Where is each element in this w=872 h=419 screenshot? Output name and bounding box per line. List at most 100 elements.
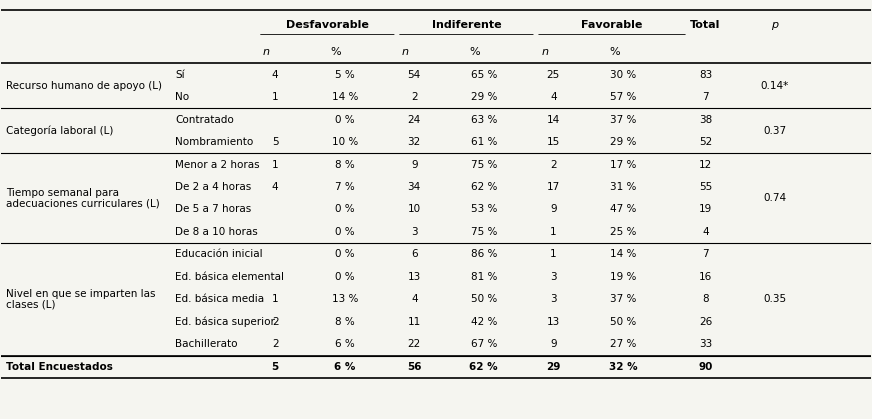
Text: 1: 1: [272, 295, 278, 305]
Text: Tiempo semanal para: Tiempo semanal para: [6, 188, 119, 198]
Text: 25 %: 25 %: [610, 227, 636, 237]
Text: %: %: [609, 47, 619, 57]
Text: 2: 2: [411, 92, 418, 102]
Text: 53 %: 53 %: [471, 204, 497, 215]
Text: 1: 1: [550, 249, 556, 259]
Text: 55: 55: [698, 182, 712, 192]
Text: 3: 3: [550, 272, 556, 282]
Text: Recurso humano de apoyo (L): Recurso humano de apoyo (L): [6, 81, 161, 91]
Text: clases (L): clases (L): [6, 300, 55, 310]
Text: 0 %: 0 %: [335, 272, 355, 282]
Text: 13: 13: [407, 272, 421, 282]
Text: 14 %: 14 %: [331, 92, 358, 102]
Text: Nombramiento: Nombramiento: [175, 137, 254, 147]
Text: 52: 52: [698, 137, 712, 147]
Text: 50 %: 50 %: [471, 295, 497, 305]
Text: 65 %: 65 %: [471, 70, 497, 80]
Text: 8 %: 8 %: [335, 317, 355, 327]
Text: Contratado: Contratado: [175, 114, 234, 124]
Text: 5: 5: [272, 137, 278, 147]
Text: 42 %: 42 %: [471, 317, 497, 327]
Text: 67 %: 67 %: [471, 339, 497, 349]
Text: n: n: [263, 47, 270, 57]
Text: 0.37: 0.37: [763, 126, 787, 136]
Text: 6: 6: [411, 249, 418, 259]
Text: p: p: [772, 21, 779, 30]
Text: 34: 34: [407, 182, 421, 192]
Text: adecuaciones curriculares (L): adecuaciones curriculares (L): [6, 199, 160, 209]
Text: 0.74: 0.74: [763, 193, 787, 203]
Text: 29 %: 29 %: [471, 92, 497, 102]
Text: 1: 1: [550, 227, 556, 237]
Text: Menor a 2 horas: Menor a 2 horas: [175, 160, 260, 170]
Text: 12: 12: [698, 160, 712, 170]
Text: 9: 9: [411, 160, 418, 170]
Text: 0.35: 0.35: [763, 295, 787, 305]
Text: 24: 24: [407, 114, 421, 124]
Text: 81 %: 81 %: [471, 272, 497, 282]
Text: 3: 3: [411, 227, 418, 237]
Text: De 2 a 4 horas: De 2 a 4 horas: [175, 182, 251, 192]
Text: De 8 a 10 horas: De 8 a 10 horas: [175, 227, 258, 237]
Text: 25: 25: [547, 70, 560, 80]
Text: 8 %: 8 %: [335, 160, 355, 170]
Text: 63 %: 63 %: [471, 114, 497, 124]
Text: n: n: [542, 47, 548, 57]
Text: No: No: [175, 92, 189, 102]
Text: 32 %: 32 %: [609, 362, 637, 372]
Text: Categoría laboral (L): Categoría laboral (L): [6, 126, 113, 136]
Text: Ed. básica elemental: Ed. básica elemental: [175, 272, 284, 282]
Text: 1: 1: [272, 160, 278, 170]
Text: De 5 a 7 horas: De 5 a 7 horas: [175, 204, 251, 215]
Text: 75 %: 75 %: [471, 227, 497, 237]
Text: 57 %: 57 %: [610, 92, 636, 102]
Text: 22: 22: [407, 339, 421, 349]
Text: 31 %: 31 %: [610, 182, 636, 192]
Text: 0 %: 0 %: [335, 249, 355, 259]
Text: 17 %: 17 %: [610, 160, 636, 170]
Text: Total Encuestados: Total Encuestados: [6, 362, 112, 372]
Text: 75 %: 75 %: [471, 160, 497, 170]
Text: Ed. básica media: Ed. básica media: [175, 295, 264, 305]
Text: 50 %: 50 %: [610, 317, 636, 327]
Text: 7: 7: [702, 249, 709, 259]
Text: 83: 83: [698, 70, 712, 80]
Text: Bachillerato: Bachillerato: [175, 339, 238, 349]
Text: 37 %: 37 %: [610, 295, 636, 305]
Text: 1: 1: [272, 92, 278, 102]
Text: 0 %: 0 %: [335, 114, 355, 124]
Text: 37 %: 37 %: [610, 114, 636, 124]
Text: 62 %: 62 %: [471, 182, 497, 192]
Text: 9: 9: [550, 204, 556, 215]
Text: 30 %: 30 %: [610, 70, 636, 80]
Text: 7: 7: [702, 92, 709, 102]
Text: 56: 56: [407, 362, 421, 372]
Text: 29 %: 29 %: [610, 137, 636, 147]
Text: 4: 4: [272, 70, 278, 80]
Text: 9: 9: [550, 339, 556, 349]
Text: 33: 33: [698, 339, 712, 349]
Text: %: %: [330, 47, 341, 57]
Text: Desfavorable: Desfavorable: [286, 21, 369, 30]
Text: 0 %: 0 %: [335, 227, 355, 237]
Text: 2: 2: [272, 339, 278, 349]
Text: 11: 11: [407, 317, 421, 327]
Text: 32: 32: [407, 137, 421, 147]
Text: 13: 13: [547, 317, 560, 327]
Text: Favorable: Favorable: [582, 21, 643, 30]
Text: 19: 19: [698, 204, 712, 215]
Text: 54: 54: [407, 70, 421, 80]
Text: Nivel en que se imparten las: Nivel en que se imparten las: [6, 289, 155, 299]
Text: 16: 16: [698, 272, 712, 282]
Text: 90: 90: [698, 362, 712, 372]
Text: 19 %: 19 %: [610, 272, 636, 282]
Text: 0.14*: 0.14*: [761, 81, 789, 91]
Text: 10 %: 10 %: [331, 137, 358, 147]
Text: 5: 5: [271, 362, 279, 372]
Text: 7 %: 7 %: [335, 182, 355, 192]
Text: Educación inicial: Educación inicial: [175, 249, 262, 259]
Text: 86 %: 86 %: [471, 249, 497, 259]
Text: Ed. básica superior: Ed. básica superior: [175, 317, 275, 327]
Text: 61 %: 61 %: [471, 137, 497, 147]
Text: Sí: Sí: [175, 70, 185, 80]
